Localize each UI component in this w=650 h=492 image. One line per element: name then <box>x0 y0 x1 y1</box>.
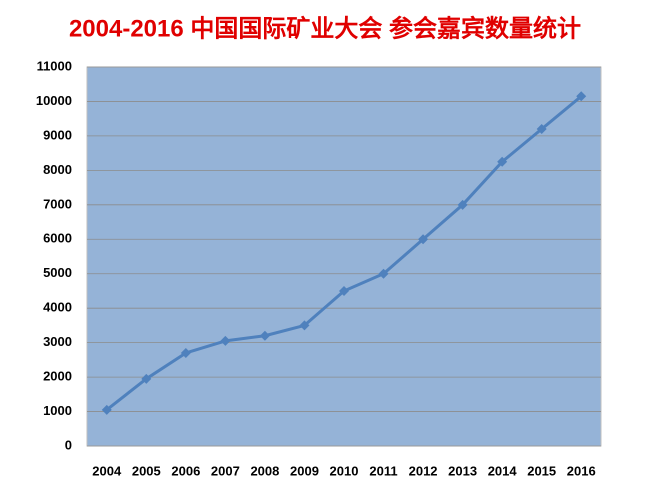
data-point <box>101 404 112 415</box>
y-tick-label: 6000 <box>43 231 72 246</box>
data-point <box>339 285 349 296</box>
y-tick-label: 11000 <box>37 58 72 73</box>
y-tick-label: 4000 <box>43 300 72 315</box>
data-point <box>259 330 270 341</box>
x-tick-label: 2013 <box>448 463 477 478</box>
y-tick-label: 0 <box>65 437 72 452</box>
data-point <box>378 268 389 279</box>
x-tick-label: 2004 <box>92 463 122 478</box>
y-tick-label: 7000 <box>43 196 72 211</box>
x-tick-label: 2016 <box>567 463 596 478</box>
x-tick-label: 2007 <box>211 463 240 478</box>
data-point <box>141 373 152 384</box>
y-tick-label: 8000 <box>43 162 72 177</box>
x-tick-label: 2012 <box>409 463 438 478</box>
x-tick-label: 2009 <box>290 463 319 478</box>
y-tick-label: 1000 <box>43 403 72 418</box>
x-tick-label: 2015 <box>527 463 556 478</box>
data-point <box>299 320 310 331</box>
data-point <box>220 335 231 346</box>
data-point <box>180 347 191 358</box>
x-tick-label: 2008 <box>250 463 279 478</box>
y-tick-label: 2000 <box>43 369 72 384</box>
y-tick-label: 10000 <box>36 93 72 108</box>
x-tick-label: 2014 <box>488 463 518 478</box>
chart-title: 2004-2016 中国国际矿业大会 参会嘉宾数量统计 <box>69 14 581 42</box>
x-tick-label: 2005 <box>132 463 161 478</box>
plot-area <box>86 66 602 447</box>
data-point <box>497 156 508 167</box>
y-tick-label: 5000 <box>43 265 72 280</box>
x-tick-label: 2010 <box>330 463 359 478</box>
data-point <box>536 124 547 135</box>
data-point <box>576 91 587 102</box>
data-point <box>418 234 429 245</box>
x-tick-label: 2006 <box>171 463 200 478</box>
x-tick-label: 2011 <box>369 463 397 478</box>
data-point <box>457 199 468 210</box>
y-tick-label: 3000 <box>43 334 72 349</box>
y-tick-label: 9000 <box>43 127 72 142</box>
